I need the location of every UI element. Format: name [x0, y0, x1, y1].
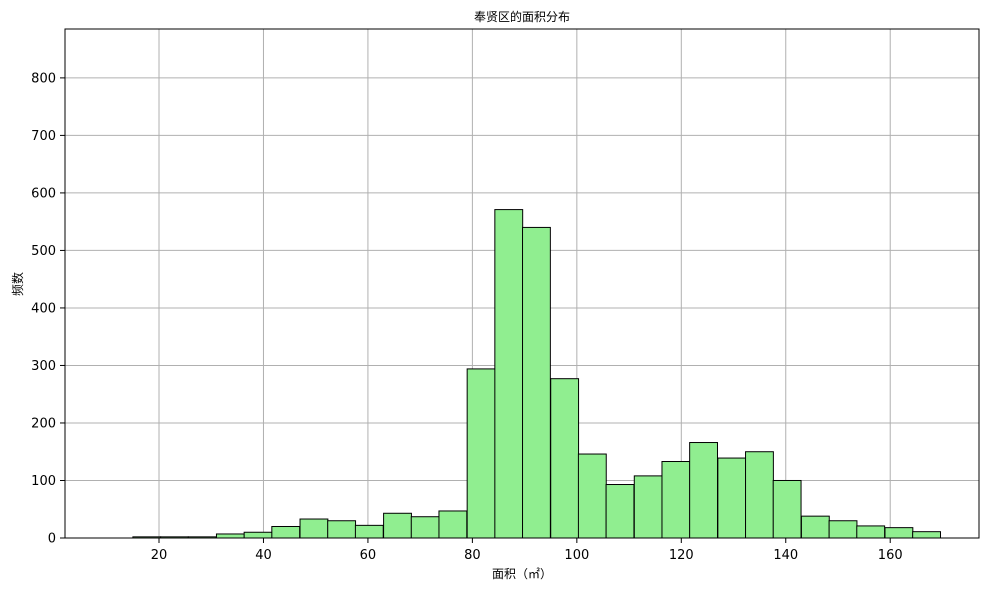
histogram-bar-5 [243, 531, 273, 539]
plot-frame [64, 28, 980, 539]
y-tick-label-1: 100 [31, 474, 56, 489]
y-axis-label: 频数 [10, 272, 25, 296]
x-tick-label-1: 40 [255, 548, 272, 563]
histogram-bar-16 [550, 378, 580, 539]
y-tick-label-2: 200 [31, 416, 56, 431]
histogram-bar-8 [327, 520, 357, 539]
histogram-bars [132, 209, 942, 539]
histogram-bar-12 [438, 510, 468, 539]
histogram-bar-22 [717, 457, 747, 539]
histogram-bar-18 [605, 484, 635, 539]
histogram-bar-19 [633, 475, 663, 539]
histogram-bar-9 [354, 524, 384, 539]
histogram-bar-26 [828, 520, 858, 539]
chart-title: 奉贤区的面积分布 [474, 9, 570, 24]
x-tick-label-6: 140 [773, 548, 798, 563]
y-tick-label-4: 400 [31, 301, 56, 316]
x-tick-label-5: 120 [669, 548, 694, 563]
histogram-bar-17 [577, 453, 607, 539]
histogram-bar-21 [689, 442, 718, 539]
histogram-bar-11 [410, 516, 440, 539]
histogram-bar-27 [856, 525, 886, 539]
histogram-bar-14 [494, 209, 524, 539]
y-tick-label-5: 500 [31, 244, 56, 259]
histogram-bar-20 [661, 461, 691, 539]
y-axis: 0 100 200 300 400 500 600 700 800 [31, 71, 65, 547]
histogram-bar-6 [271, 525, 301, 539]
histogram-bar-10 [383, 512, 412, 539]
y-tick-label-8: 800 [31, 71, 56, 86]
x-tick-label-3: 80 [464, 548, 481, 563]
histogram-bar-4 [215, 533, 245, 539]
histogram-bar-24 [772, 479, 802, 539]
x-tick-label-0: 20 [151, 548, 168, 563]
y-tick-label-3: 300 [31, 359, 56, 374]
y-tick-label-0: 0 [48, 532, 56, 547]
x-tick-label-4: 100 [564, 548, 589, 563]
histogram-bar-15 [522, 226, 551, 539]
x-axis: 20 40 60 80 100 120 140 160 [151, 538, 903, 563]
histogram-bar-23 [745, 451, 774, 539]
histogram-bar-7 [299, 518, 329, 539]
histogram-bar-13 [466, 368, 496, 539]
x-axis-label: 面积（㎡） [492, 567, 552, 581]
histogram-bar-25 [800, 515, 830, 539]
histogram-bar-28 [884, 527, 914, 539]
histogram-bar-29 [912, 531, 942, 539]
x-tick-label-2: 60 [360, 548, 377, 563]
y-tick-label-6: 600 [31, 186, 56, 201]
y-tick-label-7: 700 [31, 129, 56, 144]
x-tick-label-7: 160 [878, 548, 903, 563]
